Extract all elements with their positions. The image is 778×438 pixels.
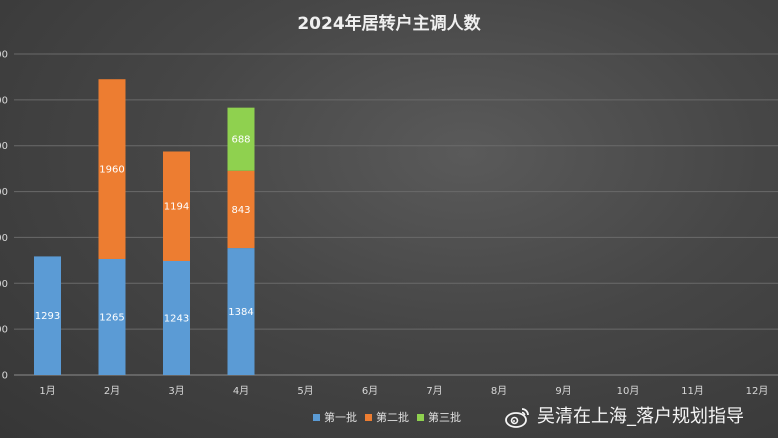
legend: 第一批 第二批 第三批 — [313, 410, 461, 424]
bar — [34, 256, 61, 375]
y-tick-label: 00 — [0, 187, 8, 198]
data-label: 1265 — [99, 312, 124, 323]
legend-label: 第二批 — [376, 410, 409, 424]
x-tick-label: 5月 — [297, 385, 313, 397]
y-tick-label: 00 — [0, 279, 8, 290]
x-tick-label: 3月 — [168, 385, 184, 397]
bar — [163, 260, 190, 375]
x-tick-label: 6月 — [362, 385, 378, 397]
legend-label: 第一批 — [324, 410, 357, 424]
x-tick-label: 11月 — [681, 385, 704, 397]
y-tick-label: 00 — [0, 141, 8, 152]
chart-title: 2024年居转户主调人数 — [297, 13, 481, 34]
data-label: 1293 — [35, 311, 60, 322]
bar — [98, 79, 126, 259]
bar — [98, 258, 126, 375]
y-tick-label: 0 — [2, 371, 8, 382]
data-label: 688 — [231, 135, 250, 146]
y-tick-labels: 000000000000000 — [0, 50, 8, 382]
bar — [163, 151, 190, 261]
x-tick-label: 2月 — [104, 385, 120, 397]
data-label: 1194 — [164, 202, 189, 213]
bar — [227, 170, 255, 249]
x-tick-label: 7月 — [426, 385, 442, 397]
x-tick-label: 12月 — [746, 385, 769, 397]
y-tick-label: 00 — [0, 95, 8, 106]
y-tick-label: 00 — [0, 50, 8, 61]
x-tick-label: 1月 — [39, 385, 55, 397]
grid-lines — [14, 53, 778, 376]
x-tick-label: 10月 — [617, 385, 640, 397]
data-labels: 1293 1265 1960 1243 1194 1384 843 688 — [35, 135, 254, 325]
x-tick-labels: 1月 2月 3月 4月 5月 6月 7月 8月 9月 10月 11月 12月 — [39, 385, 768, 397]
y-tick-label: 00 — [0, 233, 8, 244]
legend-swatch — [313, 414, 320, 421]
y-tick-label: 00 — [0, 325, 8, 336]
data-label: 1243 — [164, 313, 189, 324]
data-label: 1960 — [99, 165, 124, 176]
bar — [227, 248, 255, 375]
bar — [227, 107, 255, 171]
bars — [34, 79, 255, 375]
legend-swatch — [365, 414, 372, 421]
x-tick-label: 8月 — [491, 385, 507, 397]
x-tick-label: 4月 — [233, 385, 249, 397]
legend-swatch — [417, 414, 424, 421]
x-tick-label: 9月 — [555, 385, 571, 397]
legend-label: 第三批 — [428, 410, 461, 424]
data-label: 1384 — [228, 307, 253, 318]
watermark: 吴清在上海_落户规划指导 — [505, 402, 744, 428]
weibo-icon — [505, 408, 529, 428]
data-label: 843 — [231, 205, 250, 216]
watermark-text: 吴清在上海_落户规划指导 — [537, 406, 744, 427]
